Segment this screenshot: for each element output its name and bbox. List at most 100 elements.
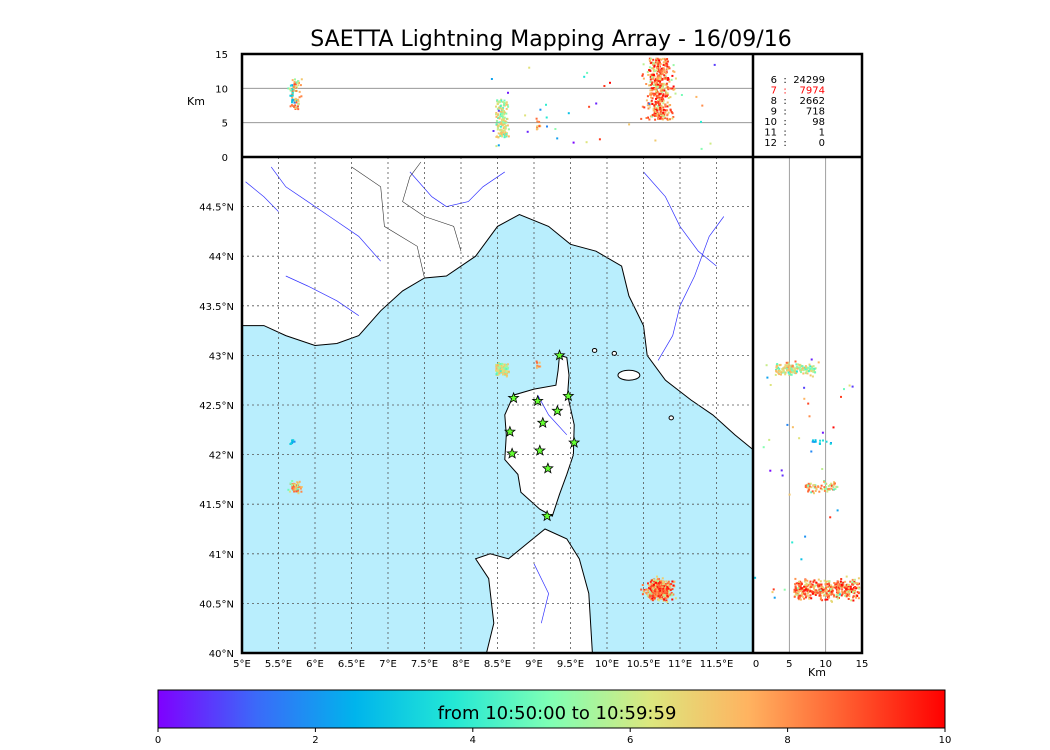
lightning-point-latitude (813, 585, 816, 588)
lightning-point-latitude (855, 582, 858, 585)
lightning-point-latitude (812, 439, 814, 442)
map-y-tick-label: 44.5°N (199, 203, 234, 214)
lightning-point (292, 485, 295, 488)
lightning-point (651, 594, 654, 597)
river-line (537, 394, 568, 436)
lightning-point-latitude (840, 583, 843, 586)
lightning-point (667, 580, 670, 583)
lightning-point-altitude (651, 114, 654, 117)
lightning-point (666, 582, 669, 585)
lightning-point-latitude (853, 580, 856, 583)
lightning-point-altitude (659, 99, 661, 101)
lightning-point (287, 488, 290, 491)
lightning-point-altitude (645, 99, 648, 102)
lightning-point-latitude (814, 490, 817, 492)
lightning-point-latitude (797, 598, 800, 601)
lightning-point-altitude (503, 125, 506, 128)
lightning-point-altitude (297, 108, 300, 111)
lightning-point (501, 362, 503, 365)
lightning-point (649, 597, 651, 599)
lightning-point-latitude (784, 367, 787, 370)
lightning-point (495, 367, 498, 370)
lightning-point-latitude (826, 593, 829, 596)
lightning-point (668, 593, 671, 596)
lightning-point-latitude (814, 594, 817, 596)
lightning-point (663, 594, 666, 597)
lightning-point-altitude (657, 69, 660, 72)
lightning-point-altitude (658, 102, 661, 105)
lightning-point-latitude (809, 594, 812, 597)
top-y-tick-label: 0 (222, 153, 228, 164)
lightning-point (294, 488, 297, 491)
lightning-point-altitude (502, 127, 505, 130)
lightning-point-altitude (666, 86, 669, 89)
lightning-point-latitude (833, 582, 836, 584)
lightning-point-altitude (651, 81, 654, 84)
lightning-point-latitude (806, 367, 808, 370)
lightning-point-latitude (839, 580, 842, 583)
lightning-point-latitude (807, 487, 810, 490)
lightning-point (499, 363, 502, 365)
sparse-point (772, 588, 775, 591)
lightning-point-latitude (825, 592, 828, 595)
sparse-point (700, 120, 702, 123)
lightning-point-altitude (669, 96, 672, 99)
lightning-point-altitude (656, 96, 659, 99)
lightning-point-altitude (662, 111, 665, 114)
lightning-point-latitude (808, 485, 811, 488)
lightning-point-latitude (795, 587, 798, 590)
lightning-point-altitude (666, 105, 669, 108)
lightning-point-altitude (495, 105, 497, 108)
lightning-point-altitude (645, 83, 648, 85)
sparse-point (583, 75, 586, 78)
sparse-point (545, 103, 547, 106)
lightning-point-altitude (660, 109, 663, 112)
station-count-label: 6 (771, 75, 777, 86)
lightning-point (652, 580, 655, 583)
lightning-point-latitude (822, 588, 825, 591)
lightning-point-altitude (658, 59, 661, 62)
lightning-point (665, 599, 668, 602)
station-count-value: 1 (819, 128, 825, 139)
lightning-point (668, 587, 671, 590)
station-markers (503, 349, 581, 522)
lightning-point-latitude (798, 367, 801, 370)
lightning-point-altitude (659, 106, 662, 109)
lightning-point (668, 595, 671, 598)
lightning-point-altitude (496, 114, 499, 117)
lightning-point-altitude (659, 96, 662, 99)
lightning-point-latitude (787, 362, 790, 365)
lightning-point-latitude (845, 590, 848, 593)
lightning-point-latitude (808, 582, 811, 585)
sparse-point (524, 114, 527, 117)
lightning-point (496, 364, 499, 367)
lightning-point-altitude (661, 78, 664, 81)
lightning-point-latitude (849, 591, 851, 594)
lightning-point-altitude (653, 114, 656, 117)
lightning-point-latitude (807, 489, 810, 492)
map-grid (242, 157, 753, 653)
lightning-point-altitude (496, 124, 499, 127)
lightning-point (669, 589, 672, 592)
station-count-separator: : (783, 138, 786, 149)
lightning-point-altitude (659, 112, 662, 115)
lightning-point-latitude (800, 371, 802, 374)
sparse-point (769, 469, 772, 472)
lightning-point-altitude (650, 77, 653, 80)
lightning-point (653, 585, 655, 588)
lightning-point (651, 591, 654, 594)
lightning-point-altitude (659, 83, 661, 86)
lightning-point-latitude (811, 592, 814, 595)
lightning-point-altitude (666, 114, 669, 117)
sparse-point (788, 493, 791, 496)
lightning-point-altitude (672, 70, 675, 73)
lightning-point-latitude (816, 589, 819, 592)
sparse-point (791, 426, 794, 429)
lightning-point (666, 584, 669, 587)
lightning-point (666, 600, 669, 603)
lightning-point-altitude (668, 67, 671, 70)
lightning-point (505, 367, 508, 370)
lightning-point-altitude (503, 134, 506, 137)
lightning-point-altitude (653, 81, 656, 84)
station-count-label: 7 (771, 86, 777, 97)
